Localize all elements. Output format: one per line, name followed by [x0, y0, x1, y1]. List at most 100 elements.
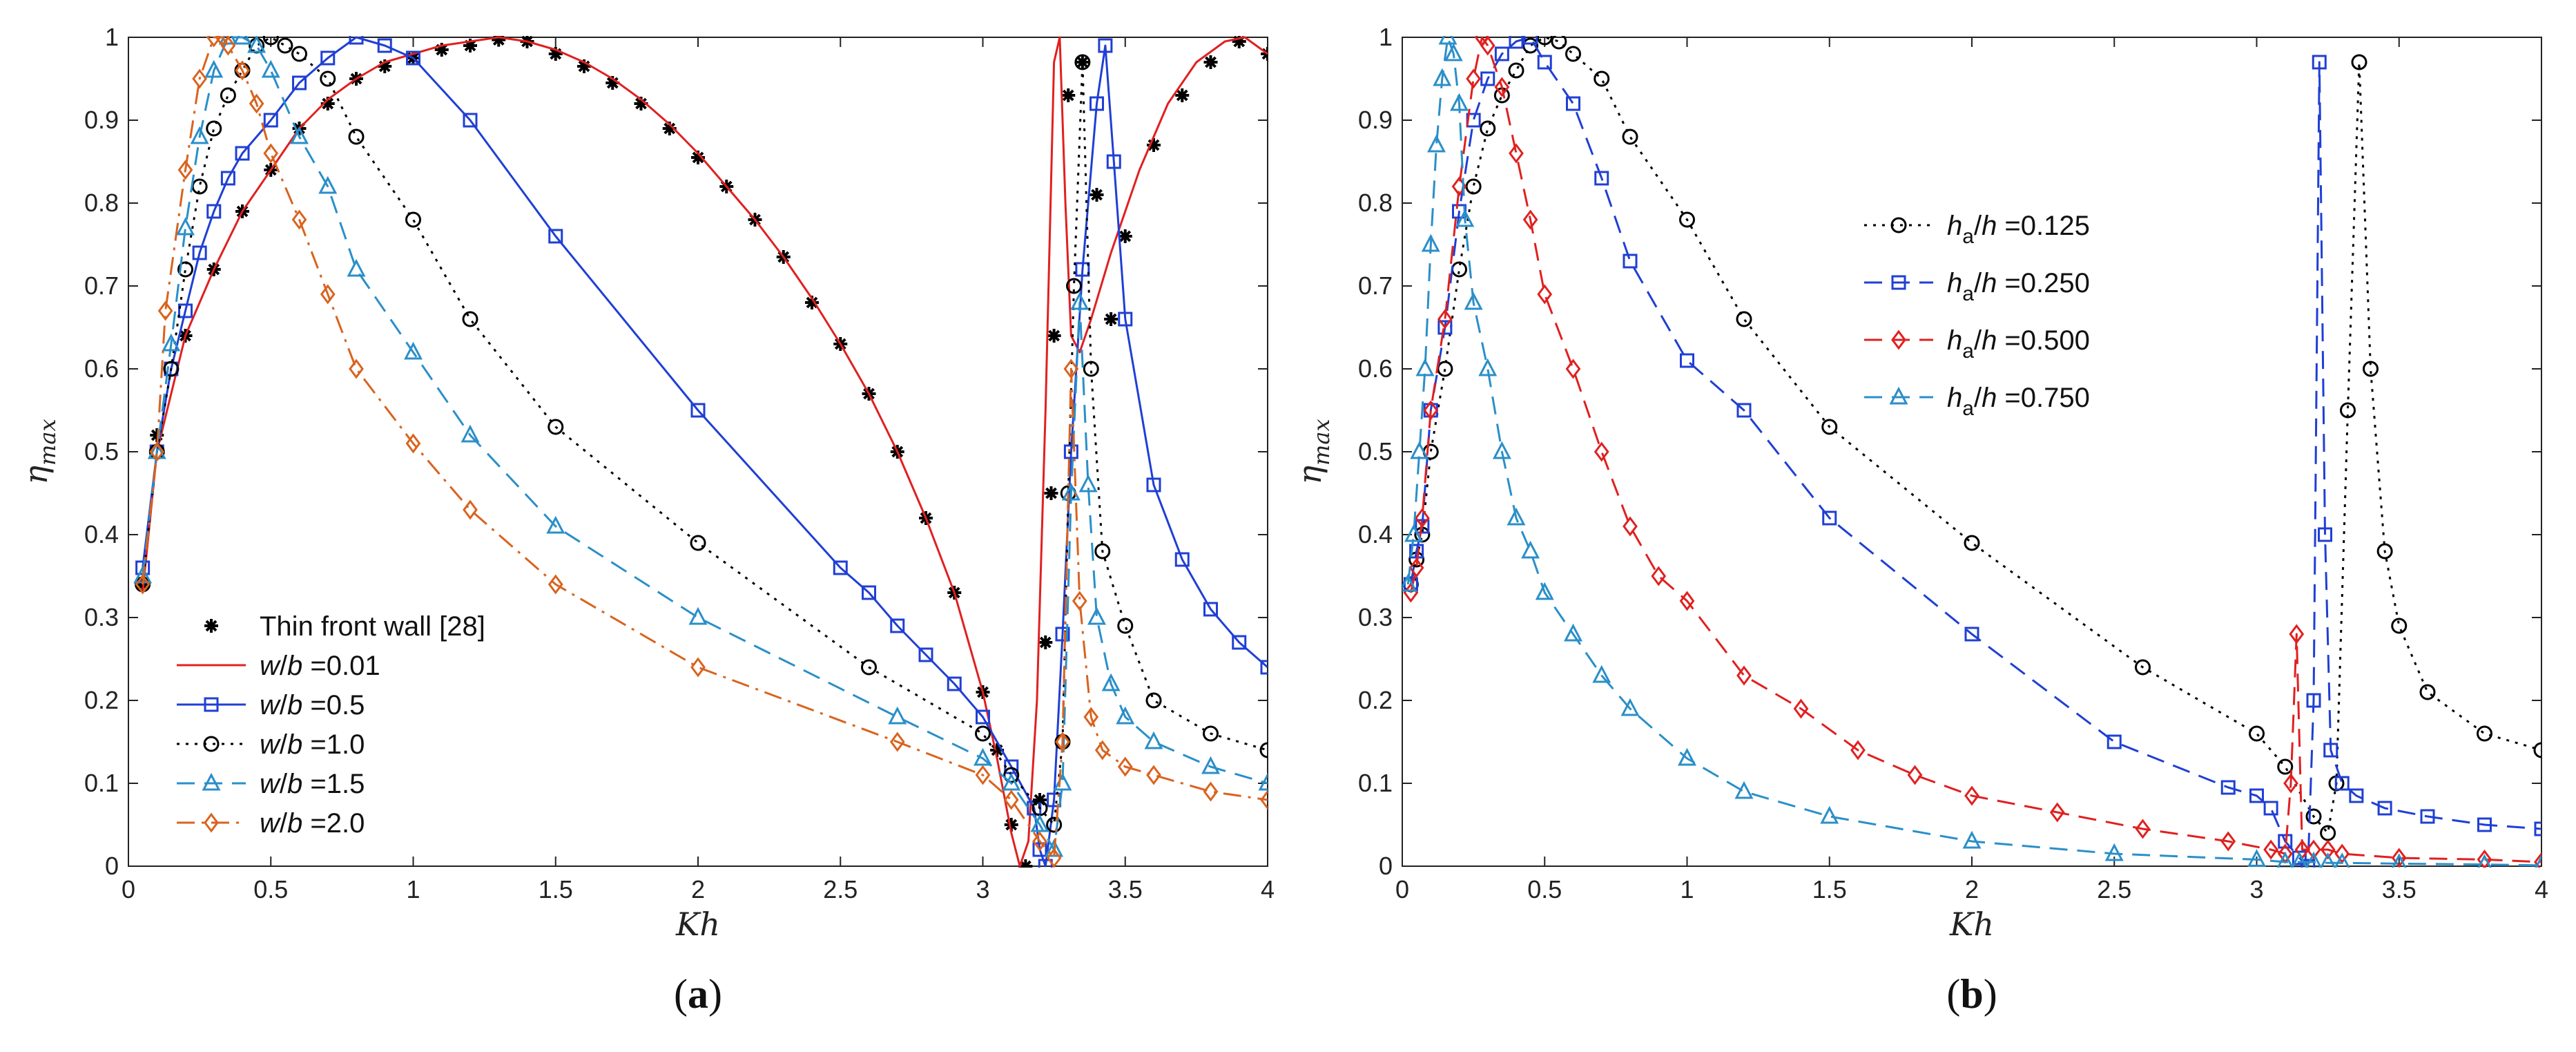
- data-point: [1450, 93, 1469, 111]
- data-point: [2249, 788, 2264, 803]
- data-point: [2305, 851, 2323, 868]
- data-point: [1415, 519, 1430, 534]
- x-tick-label: 2.5: [2097, 875, 2131, 903]
- y-axis-label: ηmax: [17, 419, 61, 484]
- data-point: [1002, 772, 1021, 791]
- data-point: [406, 50, 420, 66]
- data-point: [2363, 361, 2379, 377]
- data-point: [1260, 660, 1268, 675]
- data-point: [1146, 477, 1161, 492]
- data-point: [1118, 312, 1133, 327]
- y-tick-label: 0.4: [1358, 520, 1393, 548]
- data-point: [975, 725, 991, 742]
- data-point: [1592, 664, 1611, 683]
- data-point: [1509, 143, 1524, 164]
- data-point: [1822, 510, 1837, 526]
- data-point: [1962, 830, 1982, 849]
- legend-label: Thin front wall [28]: [260, 611, 485, 642]
- data-point: [233, 36, 252, 45]
- data-point: [206, 120, 222, 137]
- data-point: [206, 36, 222, 48]
- data-point: [149, 441, 165, 462]
- data-point: [1174, 552, 1190, 567]
- data-point: [974, 747, 992, 766]
- data-point: [1522, 209, 1538, 230]
- data-point: [990, 743, 1005, 757]
- data-point: [1850, 740, 1866, 761]
- data-point: [1623, 516, 1638, 537]
- y-tick-label: 0.7: [84, 271, 119, 300]
- data-point: [220, 36, 236, 56]
- x-tick-label: 2: [691, 875, 705, 903]
- data-point: [1030, 814, 1049, 832]
- data-point: [1437, 309, 1453, 329]
- data-point: [1094, 543, 1111, 560]
- data-point: [1145, 692, 1162, 709]
- data-point: [1464, 291, 1483, 310]
- data-point: [2477, 854, 2492, 868]
- data-point: [1736, 665, 1752, 686]
- data-point: [1480, 120, 1496, 137]
- x-tick-label: 3: [2249, 875, 2263, 903]
- y-tick-label: 0.1: [1358, 769, 1393, 797]
- legend-marker: [1891, 329, 1906, 350]
- series-line: [1406, 36, 2541, 867]
- data-point: [277, 37, 293, 54]
- data-point: [2291, 851, 2308, 868]
- data-point: [320, 284, 336, 305]
- data-point: [1201, 756, 1220, 774]
- data-point: [688, 606, 708, 625]
- legend-label: w/b =2.0: [260, 808, 365, 839]
- data-point: [805, 296, 819, 309]
- data-point: [206, 204, 222, 219]
- data-point: [2534, 852, 2541, 868]
- data-point: [1402, 573, 1417, 592]
- y-tick-label: 0.9: [1358, 106, 1393, 134]
- data-point: [2263, 839, 2278, 860]
- data-point: [1438, 36, 1458, 45]
- data-point: [1063, 358, 1079, 379]
- y-tick-label: 0.2: [1358, 686, 1393, 714]
- data-point: [889, 731, 905, 752]
- legend-label: ha/h =0.250: [1947, 268, 2090, 305]
- data-point: [261, 59, 280, 78]
- data-point: [1117, 756, 1133, 777]
- data-point: [634, 97, 648, 111]
- data-point: [192, 68, 207, 89]
- x-tick-label: 3.5: [2382, 875, 2417, 903]
- data-point: [1507, 507, 1526, 526]
- data-point: [162, 333, 181, 352]
- x-tick-label: 1: [1680, 875, 1694, 903]
- data-point: [1087, 606, 1106, 625]
- data-point: [2104, 843, 2124, 861]
- data-point: [2135, 659, 2151, 676]
- data-point: [862, 585, 876, 600]
- y-tick-label: 0.3: [84, 603, 119, 631]
- y-tick-label: 0.8: [1358, 189, 1393, 217]
- data-point: [1053, 772, 1072, 791]
- y-tick-label: 0.6: [1358, 354, 1393, 383]
- data-point: [1075, 55, 1090, 69]
- data-point: [262, 36, 279, 46]
- data-point: [2278, 834, 2293, 849]
- data-point: [1047, 329, 1061, 343]
- data-point: [1565, 358, 1581, 379]
- data-point: [492, 36, 506, 47]
- data-point: [1594, 70, 1610, 87]
- data-point: [1018, 859, 1033, 868]
- data-point: [1258, 772, 1268, 791]
- data-point: [947, 676, 962, 691]
- data-point: [2247, 849, 2266, 867]
- legend: ha/h =0.125 ha/h =0.250 ha/h =0.500 ha/h =0…: [1864, 211, 2090, 420]
- data-point: [1680, 353, 1694, 368]
- data-point: [1455, 209, 1475, 227]
- data-point: [349, 358, 364, 379]
- data-point: [2420, 809, 2435, 824]
- y-tick-label: 0.6: [84, 354, 119, 383]
- data-point: [1260, 790, 1268, 810]
- data-point: [2306, 693, 2321, 708]
- data-point: [1117, 618, 1134, 634]
- data-point: [176, 217, 195, 236]
- data-point: [2320, 839, 2336, 860]
- data-point: [1055, 731, 1070, 752]
